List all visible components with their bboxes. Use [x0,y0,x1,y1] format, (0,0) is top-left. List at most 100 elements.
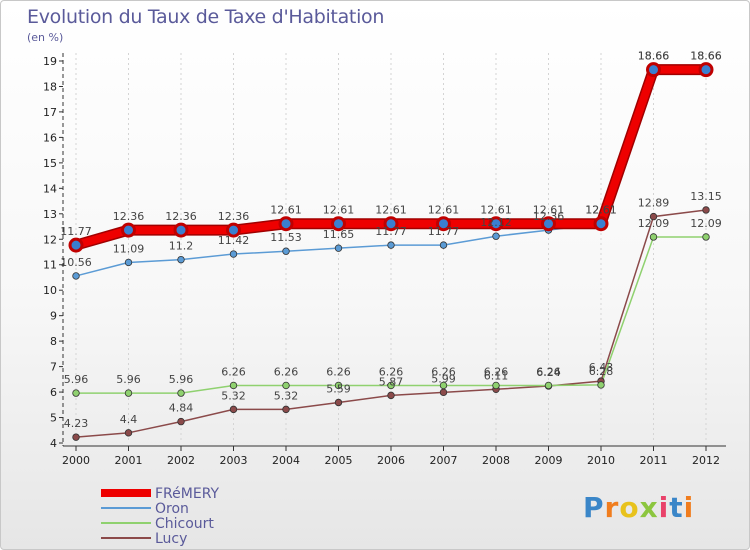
data-label: 11.53 [270,231,302,244]
data-label: 5.59 [326,383,351,396]
data-point [436,216,451,232]
data-point [177,255,185,264]
data-label: 12.12 [480,216,512,229]
data-point [544,381,553,390]
y-tick-label: 12 [43,233,57,246]
data-label: 5.87 [379,375,404,388]
y-tick-label: 8 [50,335,57,348]
data-label: 11.77 [428,225,460,238]
data-point [387,241,395,249]
data-label: 12.36 [533,210,565,223]
data-point [72,433,80,441]
data-label: 11.09 [113,242,145,255]
data-point [229,381,238,390]
data-label: 18.66 [690,50,722,63]
x-tick-label: 2007 [430,454,458,467]
y-tick-label: 11 [43,259,57,272]
data-point [488,216,504,232]
data-point [702,233,710,241]
data-label: 12.09 [690,217,722,230]
data-point [282,381,290,390]
data-label: 5.96 [169,373,194,386]
data-point [383,216,399,232]
data-label: 11.77 [60,225,92,238]
data-point [229,250,238,258]
data-point [121,222,136,238]
data-label: 5.96 [116,373,141,386]
data-point [72,272,80,280]
data-point [72,389,80,397]
data-label: 12.36 [113,210,145,223]
data-point [124,429,133,437]
data-point [439,381,448,390]
x-tick-label: 2011 [640,454,668,467]
proxiti-logo: Proxiti [583,491,695,524]
data-label: 13.15 [690,190,722,203]
data-label: 11.65 [323,228,355,241]
y-tick-label: 6 [50,386,57,399]
data-point [702,206,710,214]
data-label: 6.26 [379,365,404,378]
data-label: 12.61 [323,204,355,217]
data-point [439,388,448,397]
data-label: 18.66 [638,50,670,63]
data-label: 6.26 [536,365,561,378]
data-point [649,233,658,241]
data-label: 4.23 [64,417,89,430]
data-point [492,381,500,390]
data-label: 18.66 [690,50,722,63]
data-label: 12.61 [428,204,460,217]
data-label: 5.32 [221,389,246,402]
x-tick-label: 2005 [325,454,353,467]
data-label: 11.77 [375,225,407,238]
y-tick-label: 10 [43,284,57,297]
y-tick-label: 9 [50,310,57,323]
data-label: 5.99 [431,372,456,385]
data-label: 6.43 [589,361,614,374]
data-label: 12.61 [270,204,302,217]
data-label: 6.28 [589,365,614,378]
data-label: 12.61 [375,204,407,217]
x-tick-label: 2012 [692,454,720,467]
data-point [439,241,448,249]
data-point [173,222,189,238]
data-label: 11.2 [169,240,194,253]
data-label: 6.26 [274,365,299,378]
data-point [177,389,185,397]
chart-title: Evolution du Taux de Taxe d'Habitation [27,6,385,28]
data-label: 5.32 [274,389,299,402]
data-point [597,381,605,389]
data-label: 12.36 [165,210,197,223]
data-point [331,216,346,232]
data-label: 6.24 [536,366,561,379]
data-label: 4.4 [120,413,138,426]
y-tick-label: 4 [50,437,57,450]
data-label: 12.61 [585,204,617,217]
data-point [177,417,185,426]
legend-label: Oron [155,501,189,517]
data-point [698,62,714,78]
data-label: 6.26 [484,365,509,378]
data-point [492,232,500,240]
x-tick-label: 2010 [587,454,615,467]
data-point [229,405,238,414]
y-tick-label: 15 [43,157,57,170]
x-tick-label: 2003 [220,454,248,467]
x-tick-label: 2008 [482,454,510,467]
x-tick-label: 2002 [167,454,195,467]
data-label: 6.26 [431,365,456,378]
y-tick-label: 7 [50,361,57,374]
data-label: 11.42 [218,234,250,247]
data-label: 12.61 [585,204,617,217]
data-point [387,391,395,400]
y-tick-label: 16 [43,131,57,144]
x-tick-label: 2009 [535,454,563,467]
data-point [646,62,661,78]
y-tick-label: 17 [43,106,57,119]
data-point [649,212,658,221]
data-label: 6.11 [484,369,509,382]
data-point [593,216,609,232]
data-label: 5.96 [64,373,89,386]
legend-label: Lucy [155,531,187,547]
